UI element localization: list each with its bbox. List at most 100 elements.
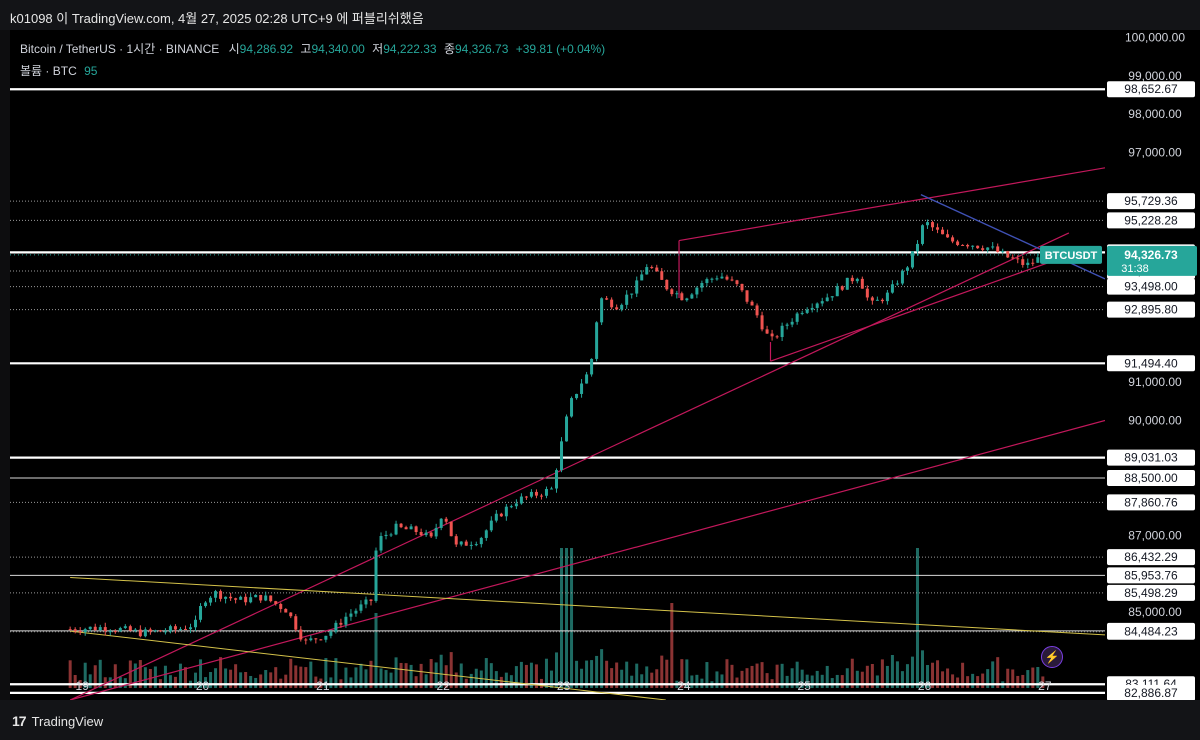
candle-body (565, 416, 569, 442)
volume-bar (484, 658, 488, 688)
candle-body (921, 225, 924, 244)
candle-body (946, 234, 950, 238)
tradingview-brand[interactable]: 17 TradingView (12, 713, 103, 729)
candle-body (590, 358, 594, 375)
candle-body (143, 629, 147, 637)
chart-pane[interactable]: 19 20 21 22 23 24 25 26 27 BTCUSDT (10, 30, 1105, 700)
candle-body (850, 277, 854, 282)
low-value: 94,222.33 (383, 42, 437, 56)
candle-body (941, 229, 945, 235)
volume-bar (765, 673, 769, 688)
volume-bar (519, 661, 523, 688)
x-tick-label: 23 (557, 679, 571, 693)
candle-body (870, 297, 874, 301)
volume-bar (1041, 676, 1045, 688)
volume-bar (244, 671, 248, 688)
volume-bar (284, 674, 288, 688)
level-price-badge (1107, 623, 1195, 640)
volume-bar (173, 676, 177, 688)
volume-bar (1026, 670, 1030, 688)
volume-bar (309, 661, 313, 688)
volume-bar (168, 675, 172, 688)
candle-body (1011, 257, 1015, 259)
open-label: 시 (228, 42, 240, 56)
volume-bar (780, 663, 784, 688)
candle-body (168, 626, 172, 632)
x-axis: 19 20 21 22 23 24 25 26 27 (76, 679, 1052, 693)
volume-bar (324, 658, 328, 688)
candle-body (554, 470, 558, 489)
candle-body (78, 631, 82, 633)
price-scale-ticks: 100,000.00 99,000.00 98,000.00 97,000.00 91,… (1107, 31, 1197, 701)
volume-bar (414, 676, 418, 688)
candle-body (735, 280, 739, 284)
volume-bar (113, 664, 117, 688)
volume-bar (294, 665, 298, 688)
x-tick-label: 20 (196, 679, 210, 693)
candle-body (770, 333, 774, 337)
volume-bar (785, 675, 789, 688)
candle-body (449, 521, 453, 537)
volume-bar (951, 674, 955, 688)
candle-body (986, 247, 990, 250)
candle-body (936, 227, 940, 230)
candle-body (976, 245, 980, 249)
volume-bar (685, 659, 689, 688)
candle-body (279, 603, 283, 609)
candle-body (1036, 257, 1040, 263)
volume-bar (590, 660, 594, 688)
volume-bar (68, 660, 72, 688)
volume-bar (800, 669, 804, 688)
candle-body (1016, 258, 1020, 260)
volume-bar (449, 652, 453, 688)
volume-bar (289, 658, 293, 688)
candle-body (88, 626, 92, 630)
chart-legend: Bitcoin / TetherUS · 1시간 · BINANCE 시 94,2… (20, 40, 605, 84)
change-value: +39.81 (+0.04%) (515, 42, 606, 56)
volume-bar (183, 667, 187, 688)
trendline-descending-top (920, 193, 1105, 280)
candle-body (173, 626, 177, 630)
trendline-inner-channel (770, 259, 1058, 362)
candle-body (695, 287, 699, 295)
volume-bar (229, 669, 233, 688)
level-price-label: 85,953.76 (1124, 568, 1178, 582)
candle-body (274, 601, 278, 604)
volume-bar (815, 670, 819, 688)
candle-body (379, 536, 383, 551)
candle-body (615, 307, 619, 310)
candle-body (575, 393, 579, 399)
candle-body (489, 520, 493, 531)
y-tick-label: 90,000.00 (1128, 414, 1182, 428)
candle-body (705, 279, 709, 284)
volume-bar (880, 659, 884, 688)
candle-body (570, 398, 574, 417)
volume-bar (83, 662, 87, 688)
candle-body (710, 278, 714, 280)
lightning-icon[interactable]: ⚡ (1041, 646, 1063, 668)
price-scale[interactable]: 100,000.00 99,000.00 98,000.00 97,000.00 91,… (1105, 30, 1200, 701)
candle-body (875, 299, 879, 301)
level-price-badge (1107, 494, 1195, 511)
candle-body (810, 307, 814, 310)
candle-body (494, 513, 498, 521)
candles (68, 219, 1045, 645)
candle-body (113, 631, 117, 633)
current-price-label: 94,326.73 (1124, 248, 1178, 262)
volume-bar (725, 659, 729, 688)
candle-body (163, 631, 167, 633)
symbol-tag-bg (1040, 245, 1102, 264)
candle-body (239, 596, 243, 600)
volume-bar (364, 669, 368, 688)
volume-bar (755, 663, 759, 688)
volume-bar (389, 672, 393, 688)
candle-body (73, 629, 77, 632)
volume-label[interactable]: 볼륨 · BTC (20, 64, 77, 78)
level-price-label: 82,886.87 (1124, 686, 1178, 700)
symbol-label[interactable]: Bitcoin / TetherUS · 1시간 · BINANCE (20, 42, 220, 56)
volume-bar (986, 669, 990, 688)
high-label: 고 (300, 42, 312, 56)
volume-bar (971, 673, 975, 688)
volume-bar (835, 674, 839, 688)
volume-bar (660, 655, 664, 688)
